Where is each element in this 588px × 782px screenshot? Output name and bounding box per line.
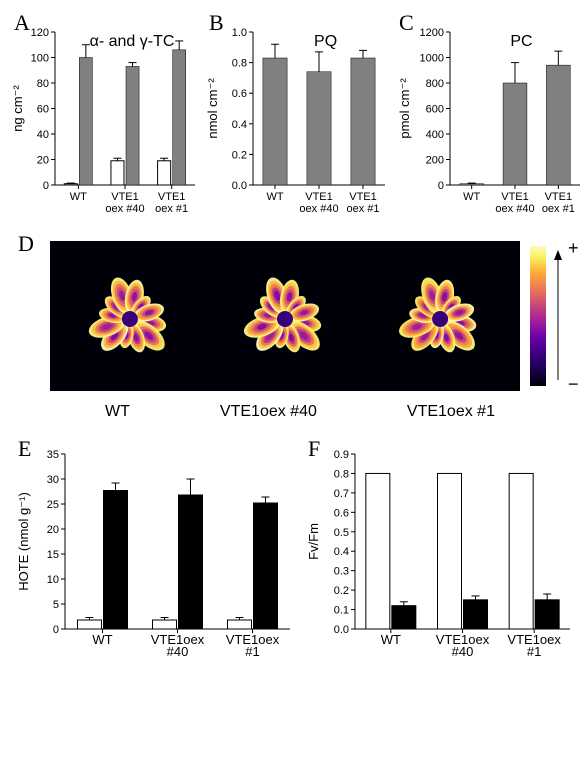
svg-text:#40: #40 — [167, 644, 189, 659]
svg-text:800: 800 — [426, 78, 444, 90]
svg-text:#1: #1 — [245, 644, 259, 659]
svg-text:1200: 1200 — [420, 27, 444, 39]
svg-text:0.3: 0.3 — [334, 566, 349, 578]
svg-text:nmol cm⁻²: nmol cm⁻² — [205, 78, 220, 139]
svg-text:VTE1: VTE1 — [349, 191, 377, 203]
svg-text:0: 0 — [43, 180, 49, 192]
svg-text:600: 600 — [426, 104, 444, 116]
d-label-v1: VTE1oex #1 — [407, 403, 495, 421]
panel-e: E05101520253035HOTE (nmol g⁻¹)WTVTE1oex#… — [10, 436, 300, 671]
svg-text:0.2: 0.2 — [334, 585, 349, 597]
svg-text:VTE1: VTE1 — [158, 191, 186, 203]
svg-text:25: 25 — [47, 499, 59, 511]
svg-text:E: E — [18, 436, 31, 461]
row-abc: Aα- and γ-TC 0 20 40 60 80 100 120 ng cm⁻² WT VTE1… — [10, 10, 578, 225]
svg-text:200: 200 — [426, 155, 444, 167]
svg-text:10: 10 — [47, 574, 59, 586]
d-label-wt: WT — [105, 403, 130, 421]
svg-text:WT: WT — [70, 191, 87, 203]
svg-text:α- and γ-TC: α- and γ-TC — [90, 33, 175, 50]
svg-text:PQ: PQ — [314, 33, 337, 50]
svg-text:#40: #40 — [452, 644, 474, 659]
svg-text:pmol cm⁻²: pmol cm⁻² — [397, 78, 412, 139]
panel-b: BPQ0.00.20.40.60.81.0nmol cm⁻²WTVTE1oex … — [205, 10, 395, 225]
svg-text:0.0: 0.0 — [232, 180, 247, 192]
svg-text:D: D — [18, 233, 34, 256]
svg-text:PC: PC — [510, 33, 532, 50]
svg-text:0.8: 0.8 — [334, 468, 349, 480]
svg-text:60: 60 — [37, 104, 49, 116]
svg-text:VTE1: VTE1 — [111, 191, 139, 203]
svg-text:0.7: 0.7 — [334, 488, 349, 500]
svg-text:0.6: 0.6 — [334, 507, 349, 519]
svg-text:0.2: 0.2 — [232, 149, 247, 161]
svg-text:oex #1: oex #1 — [346, 203, 379, 215]
panel-f: F0.00.10.20.30.40.50.60.70.80.9Fv/FmWTVT… — [300, 436, 580, 671]
svg-text:0.6: 0.6 — [232, 88, 247, 100]
svg-text:VTE1: VTE1 — [545, 191, 573, 203]
svg-text:oex #40: oex #40 — [495, 203, 534, 215]
svg-text:400: 400 — [426, 129, 444, 141]
svg-text:WT: WT — [381, 632, 401, 647]
row-ef: E05101520253035HOTE (nmol g⁻¹)WTVTE1oex#… — [10, 436, 578, 671]
svg-text:VTE1: VTE1 — [305, 191, 333, 203]
svg-text:80: 80 — [37, 78, 49, 90]
svg-text:120: 120 — [31, 27, 49, 39]
d-label-v40: VTE1oex #40 — [220, 403, 317, 421]
svg-text:A: A — [14, 10, 30, 35]
svg-text:0.4: 0.4 — [334, 546, 349, 558]
svg-text:1000: 1000 — [420, 53, 444, 65]
svg-text:1.0: 1.0 — [232, 27, 247, 39]
svg-text:B: B — [209, 10, 224, 35]
svg-text:0.8: 0.8 — [232, 58, 247, 70]
svg-text:oex #40: oex #40 — [105, 203, 144, 215]
svg-text:WT: WT — [266, 191, 283, 203]
panel-d-labels: WT VTE1oex #40 VTE1oex #1 — [60, 403, 540, 421]
svg-text:+: + — [568, 238, 578, 258]
panel-a: Aα- and γ-TC 0 20 40 60 80 100 120 ng cm⁻² WT VTE1… — [10, 10, 205, 225]
svg-text:0.5: 0.5 — [334, 527, 349, 539]
svg-text:WT: WT — [463, 191, 480, 203]
svg-text:HOTE (nmol g⁻¹): HOTE (nmol g⁻¹) — [16, 492, 31, 591]
svg-text:oex #1: oex #1 — [155, 203, 188, 215]
svg-text:0.4: 0.4 — [232, 119, 247, 131]
svg-text:Fv/Fm: Fv/Fm — [306, 523, 321, 560]
svg-text:5: 5 — [53, 599, 59, 611]
svg-text:20: 20 — [47, 524, 59, 536]
svg-text:#1: #1 — [527, 644, 541, 659]
svg-text:oex #1: oex #1 — [542, 203, 575, 215]
svg-text:VTE1: VTE1 — [501, 191, 529, 203]
svg-text:20: 20 — [37, 155, 49, 167]
svg-text:WT: WT — [92, 632, 112, 647]
svg-text:0.9: 0.9 — [334, 449, 349, 461]
svg-text:ng cm⁻²: ng cm⁻² — [10, 85, 25, 132]
svg-text:35: 35 — [47, 449, 59, 461]
svg-text:0: 0 — [53, 624, 59, 636]
panel-c: CPC020040060080010001200pmol cm⁻²WTVTE1o… — [395, 10, 588, 225]
svg-text:−: − — [568, 374, 578, 394]
svg-text:15: 15 — [47, 549, 59, 561]
svg-text:0: 0 — [438, 180, 444, 192]
svg-text:0.1: 0.1 — [334, 605, 349, 617]
panel-d: D + − — [10, 233, 578, 398]
svg-text:oex #40: oex #40 — [299, 203, 338, 215]
svg-text:100: 100 — [31, 53, 49, 65]
svg-text:F: F — [308, 436, 320, 461]
svg-text:40: 40 — [37, 129, 49, 141]
svg-text:C: C — [399, 10, 414, 35]
svg-text:0.0: 0.0 — [334, 624, 349, 636]
svg-text:30: 30 — [47, 474, 59, 486]
